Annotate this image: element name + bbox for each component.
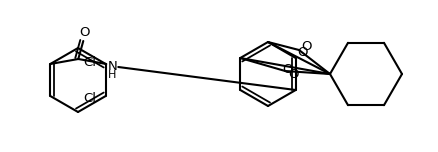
Text: Cl: Cl: [83, 55, 96, 69]
Text: O: O: [302, 40, 312, 52]
Text: O: O: [288, 69, 298, 81]
Text: H: H: [108, 70, 117, 80]
Text: O: O: [79, 26, 89, 38]
Text: Cl: Cl: [83, 92, 96, 105]
Text: O: O: [283, 63, 293, 76]
Text: O: O: [298, 46, 308, 59]
Text: N: N: [107, 59, 117, 73]
